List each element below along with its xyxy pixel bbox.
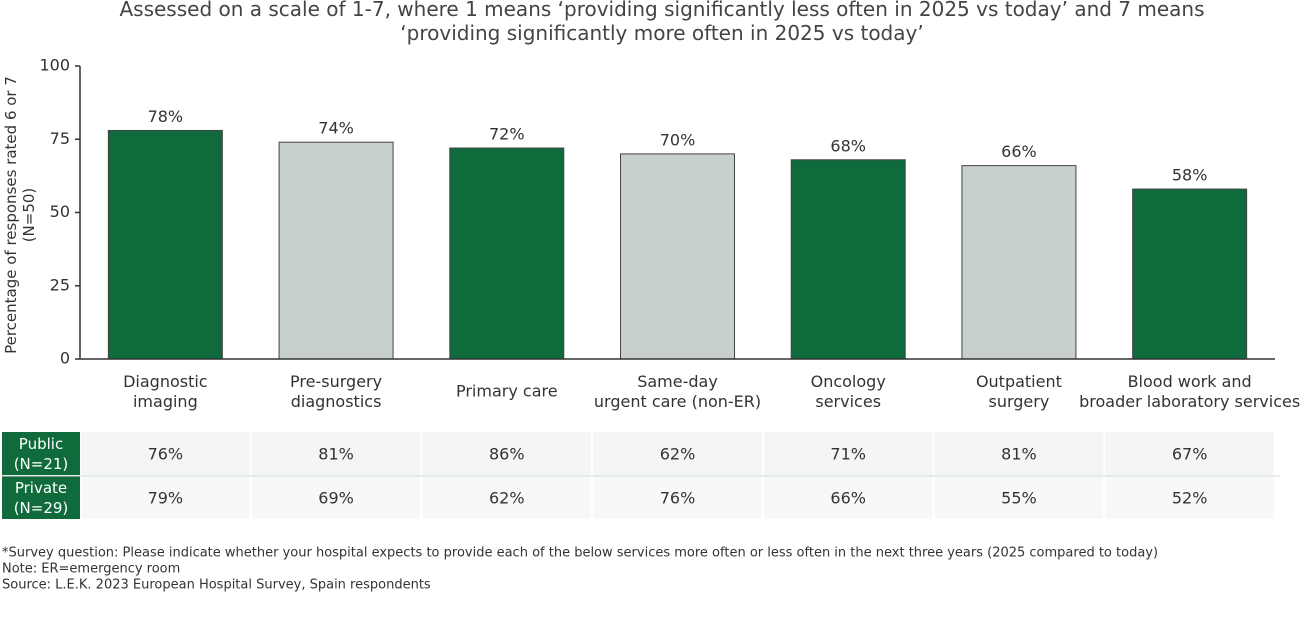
row-header-cell [2, 432, 80, 475]
x-tick-label: Blood work and broader laboratory service… [1079, 372, 1300, 411]
chart-title: Assessed on a scale of 1-7, where 1 mean… [119, 0, 1204, 45]
y-tick-label: 75 [50, 129, 70, 148]
x-tick-label: Pre-surgery diagnostics [290, 372, 382, 411]
table-value: 69% [318, 489, 354, 508]
table-cell [934, 476, 1104, 519]
y-tick-label: 25 [50, 275, 70, 294]
bar [961, 165, 1077, 360]
table-value: 76% [660, 489, 696, 508]
table-cell [422, 432, 592, 475]
y-tick-label: 50 [50, 202, 70, 221]
table-value: 81% [1001, 445, 1037, 464]
row-header: Public (N=21) [14, 435, 69, 473]
table-value: 67% [1172, 445, 1208, 464]
value-label: 74% [318, 119, 354, 138]
value-label: 78% [148, 107, 184, 126]
note: *Survey question: Please indicate whethe… [2, 546, 1158, 561]
table-value: 71% [830, 445, 866, 464]
table-cell [422, 476, 592, 519]
table-value: 76% [148, 445, 184, 464]
table-cell [593, 476, 762, 519]
note: Note: ER=emergency room [2, 562, 180, 577]
x-tick-label: Oncology services [811, 372, 886, 411]
value-label: 68% [830, 136, 866, 155]
table-value: 79% [148, 489, 184, 508]
table-cell [593, 432, 762, 475]
table-cell [934, 432, 1104, 475]
table-cell [1105, 476, 1274, 519]
bar [790, 159, 906, 360]
table-cell [763, 476, 933, 519]
table-value: 55% [1001, 489, 1037, 508]
table-value: 62% [489, 489, 525, 508]
table-value: 52% [1172, 489, 1208, 508]
table-cell [81, 432, 250, 475]
table-cell [251, 476, 421, 519]
x-tick-label: Primary care [456, 382, 558, 401]
y-tick-label: 100 [39, 56, 70, 75]
value-label: 70% [660, 130, 696, 149]
table-value: 86% [489, 445, 525, 464]
bar [620, 153, 735, 360]
y-axis-label: Percentage of responses rated 6 or 7(N=5… [2, 76, 38, 354]
table-value: 66% [830, 489, 866, 508]
table-value: 81% [318, 445, 354, 464]
bar [449, 147, 565, 360]
table-cell [763, 432, 933, 475]
bar [1132, 188, 1248, 360]
note: Source: L.E.K. 2023 European Hospital Su… [2, 578, 431, 593]
table-cell [1105, 432, 1274, 475]
x-tick-label: Outpatient surgery [976, 372, 1062, 411]
value-label: 66% [1001, 142, 1037, 161]
table-cell [81, 476, 250, 519]
bar [278, 141, 394, 360]
value-label: 72% [489, 125, 525, 144]
x-tick-label: Same-day urgent care (non-ER) [594, 372, 761, 411]
value-label: 58% [1172, 166, 1208, 185]
row-header: Private (N=29) [14, 479, 69, 517]
table-value: 62% [660, 445, 696, 464]
x-tick-label: Diagnostic imaging [123, 372, 208, 411]
table-cell [251, 432, 421, 475]
y-tick-label: 0 [60, 349, 70, 368]
bar [107, 129, 223, 360]
row-header-cell [2, 476, 80, 519]
